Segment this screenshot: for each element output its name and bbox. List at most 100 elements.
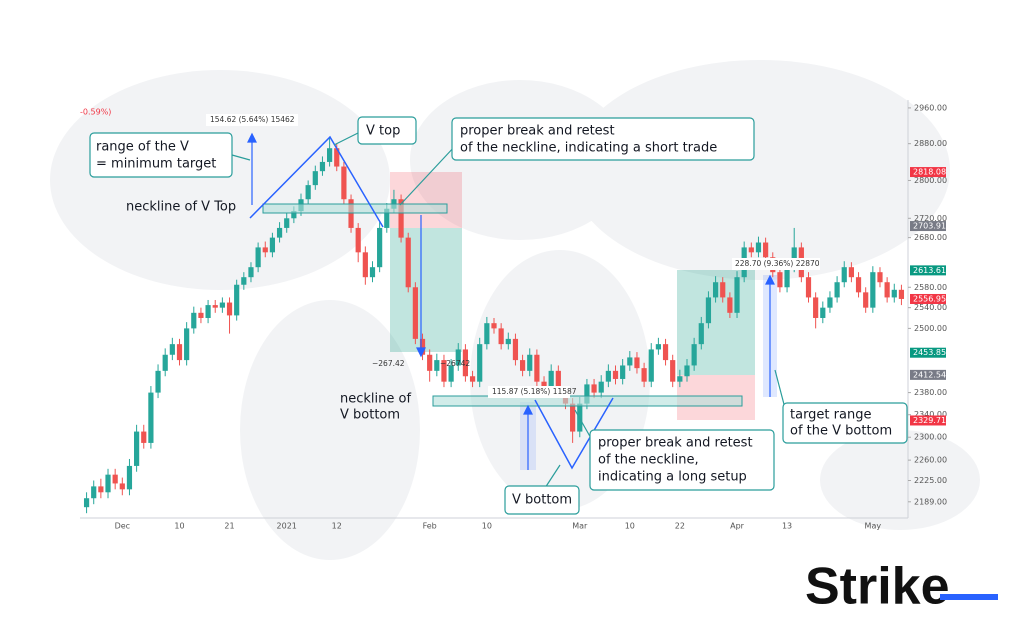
candle-body	[126, 465, 133, 490]
candle-body	[541, 381, 547, 388]
x-tick-label: 10	[625, 522, 635, 531]
arrow-head	[523, 404, 533, 415]
price-tag	[910, 347, 946, 358]
candle-body	[698, 323, 704, 345]
annotation: indicating a long setup	[598, 470, 747, 485]
candle-body	[519, 360, 526, 371]
candle-body	[83, 498, 90, 508]
candle-body	[255, 247, 261, 268]
y-tick-label: 2380.00	[914, 388, 947, 397]
candle-body	[727, 297, 733, 313]
price-tag	[910, 167, 946, 178]
price-tag-label: 2453.85	[913, 348, 946, 357]
candle-body	[369, 267, 376, 278]
candle-body	[191, 312, 197, 329]
measure-label: 228.70 (9.36%) 22870	[735, 259, 820, 268]
candle-body	[91, 486, 97, 499]
price-tag-label: 2613.61	[913, 266, 946, 275]
x-tick-label: Mar	[572, 522, 588, 531]
candle-body	[162, 354, 168, 371]
candle-body	[205, 305, 211, 318]
candle-body	[598, 381, 604, 393]
annotation-box	[504, 485, 580, 515]
price-tag-label: 2703.91	[913, 222, 946, 231]
candle-body	[734, 277, 740, 313]
arrow-head	[247, 132, 257, 143]
candle-body	[312, 171, 318, 186]
candle-body	[362, 252, 368, 278]
candle-body	[534, 354, 540, 382]
candle-body	[705, 297, 712, 324]
candle-body	[348, 199, 354, 228]
candle-body	[648, 349, 654, 382]
candle-body	[305, 185, 311, 200]
candle-body	[462, 349, 469, 377]
candle-body	[641, 368, 647, 382]
annotation: V bottom	[340, 408, 400, 423]
candle-body	[763, 242, 769, 258]
candle-body	[469, 376, 476, 382]
candle-body	[319, 161, 326, 172]
price-tag	[910, 293, 946, 304]
candle-body	[777, 272, 783, 288]
annotation: neckline of V Top	[126, 200, 236, 215]
candle-body	[484, 323, 490, 345]
price-tag	[910, 265, 946, 276]
candle-body	[284, 218, 290, 228]
annotation: of the V bottom	[790, 424, 892, 439]
y-tick-label: 2225.00	[914, 476, 947, 485]
connector	[333, 131, 361, 146]
candle-body	[248, 267, 254, 278]
candle-body	[448, 365, 454, 382]
price-tag	[910, 221, 946, 232]
v-top-lines	[249, 135, 384, 228]
candle-body	[234, 284, 240, 316]
y-tick-label: 2680.00	[914, 233, 947, 242]
candle-body	[820, 307, 826, 318]
candle-body	[341, 166, 347, 200]
candle-body	[655, 344, 661, 350]
candle-body	[134, 431, 140, 466]
candle-body	[434, 360, 440, 371]
y-tick-label: 2540.00	[914, 303, 947, 312]
candle-body	[627, 357, 633, 366]
candle-body	[276, 227, 283, 238]
connector	[574, 409, 593, 441]
neckline-top	[262, 203, 448, 214]
connector	[544, 464, 561, 489]
y-tick-label: 2960.00	[914, 103, 947, 112]
candle-body	[505, 338, 511, 345]
candle-body	[355, 227, 361, 253]
y-tick-label: 2340.00	[914, 410, 947, 419]
candle-body	[269, 237, 276, 253]
annotation: proper break and retest	[598, 436, 753, 451]
candle-body	[155, 370, 161, 393]
annotation: of the neckline, indicating a short trad…	[460, 141, 717, 156]
candle-body	[863, 292, 869, 308]
candle-body	[455, 349, 461, 366]
candle-body	[870, 272, 876, 308]
annotation: of the neckline,	[598, 453, 699, 468]
candle-body	[427, 354, 433, 371]
x-tick-label: 10	[482, 522, 492, 531]
v-bottom-lines	[534, 397, 614, 470]
measure-label: 115.87 (5.18%) 11587	[492, 387, 577, 396]
y-tick-label: 2580.00	[914, 283, 947, 292]
candle-body	[477, 344, 483, 382]
candle-body	[98, 486, 104, 493]
label-bg	[732, 258, 820, 270]
annotation: V top	[366, 124, 400, 139]
candle-body	[412, 287, 418, 339]
candle-body	[677, 376, 683, 382]
price-tag-label: 2412.54	[913, 370, 946, 379]
candle-body	[612, 370, 619, 379]
candle-body	[498, 328, 504, 345]
candle-body	[791, 247, 797, 268]
candle-body	[169, 344, 175, 355]
price-tag	[910, 415, 946, 426]
arrow-head	[765, 274, 775, 285]
candle-body	[527, 354, 533, 371]
candle-body	[241, 277, 247, 285]
